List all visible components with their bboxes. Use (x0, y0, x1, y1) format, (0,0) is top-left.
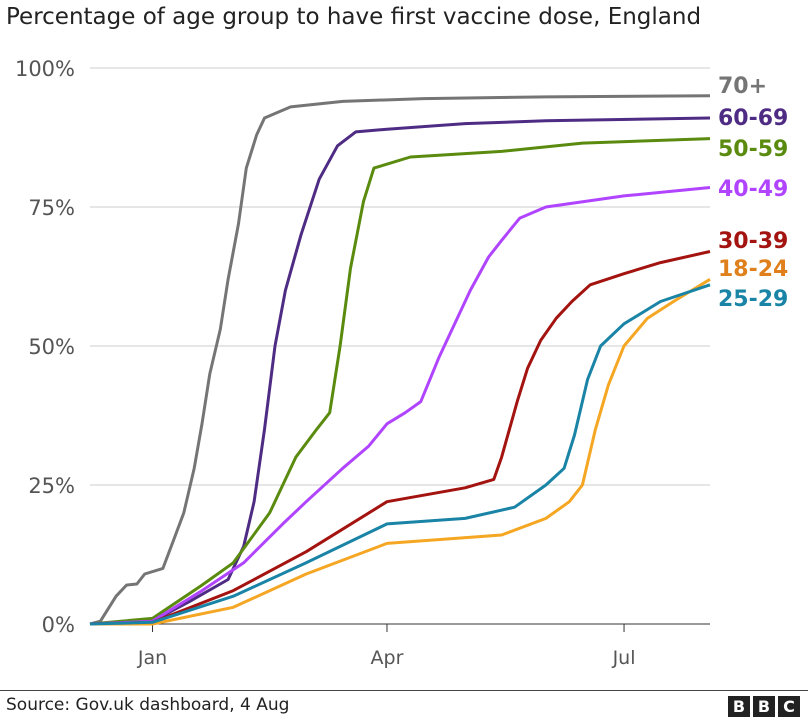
series-line-70+ (89, 94, 711, 626)
series-label: 30-39 (718, 229, 788, 254)
series-line-30-39 (89, 250, 711, 626)
y-tick-label: 75% (28, 196, 75, 220)
chart-title: Percentage of age group to have first va… (6, 4, 702, 30)
series-label: 40-49 (718, 177, 788, 202)
series-line-25-29 (89, 283, 711, 626)
series-label: 60-69 (718, 106, 788, 131)
series-line-50-59 (89, 137, 711, 626)
footer-divider (0, 690, 808, 691)
series-label: 50-59 (718, 137, 788, 162)
line-chart: 0% 25% 50% 75% 100% Jan Apr Jul 70+ 60-69 50-59 40-… (15, 57, 788, 669)
bbc-logo: B B C (728, 696, 800, 717)
series-label: 70+ (718, 74, 767, 99)
y-tick-label: 25% (28, 474, 75, 498)
y-tick-label: 50% (28, 335, 75, 359)
logo-letter: B (753, 696, 775, 717)
logo-letter: C (778, 696, 800, 717)
series-line-18-24 (90, 278, 711, 626)
x-tick-label: Jul (612, 647, 636, 669)
series-label: 18-24 (718, 257, 788, 282)
source-note: Source: Gov.uk dashboard, 4 Aug (6, 695, 290, 715)
series-line-40-49 (89, 186, 711, 626)
y-tick-label: 100% (15, 57, 75, 81)
y-tick-label: 0% (42, 613, 75, 637)
x-tick-label: Jan (137, 647, 167, 669)
x-tick-label: Apr (371, 647, 404, 669)
logo-letter: B (728, 696, 750, 717)
series-line-60-69 (89, 116, 711, 626)
series-label: 25-29 (718, 287, 788, 312)
